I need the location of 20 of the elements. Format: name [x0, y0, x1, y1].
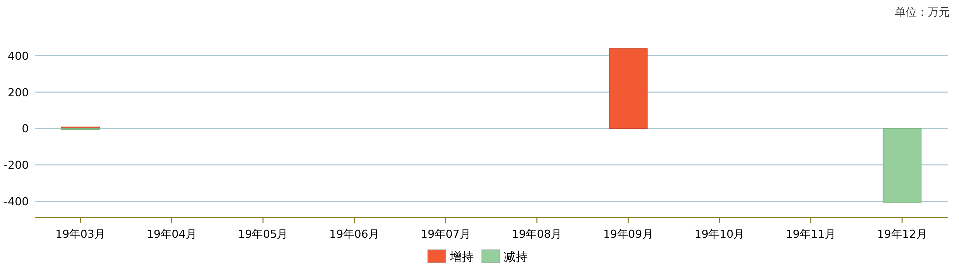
x-tick-label: 19年07月 [420, 228, 471, 241]
bar [609, 48, 648, 130]
y-tick-label: -400 [4, 196, 29, 209]
y-tick-label: -200 [4, 159, 29, 172]
bar [882, 128, 922, 203]
x-tick-label: 19年10月 [694, 228, 745, 241]
text: 单位：万元 [895, 6, 950, 19]
y-tick-label: 0 [22, 122, 29, 136]
x-tick-label: 19年08月 [512, 228, 562, 241]
x-tick-label: 19年04月 [146, 228, 197, 241]
x-tick-label: 19年05月 [238, 228, 288, 241]
x-tick-label: 19年12月 [877, 228, 928, 241]
x-tick-label: 19年03月 [56, 228, 106, 241]
x-tick-label: 19年06月 [330, 228, 380, 241]
legend-label: 增持 [449, 250, 474, 264]
y-tick-label: 200 [8, 86, 29, 100]
x-tick-label: 19年11月 [786, 228, 836, 241]
y-tick-label: 400 [8, 50, 29, 63]
x-tick-label: 19年09月 [603, 228, 654, 241]
legend-label: 减持 [504, 250, 528, 264]
